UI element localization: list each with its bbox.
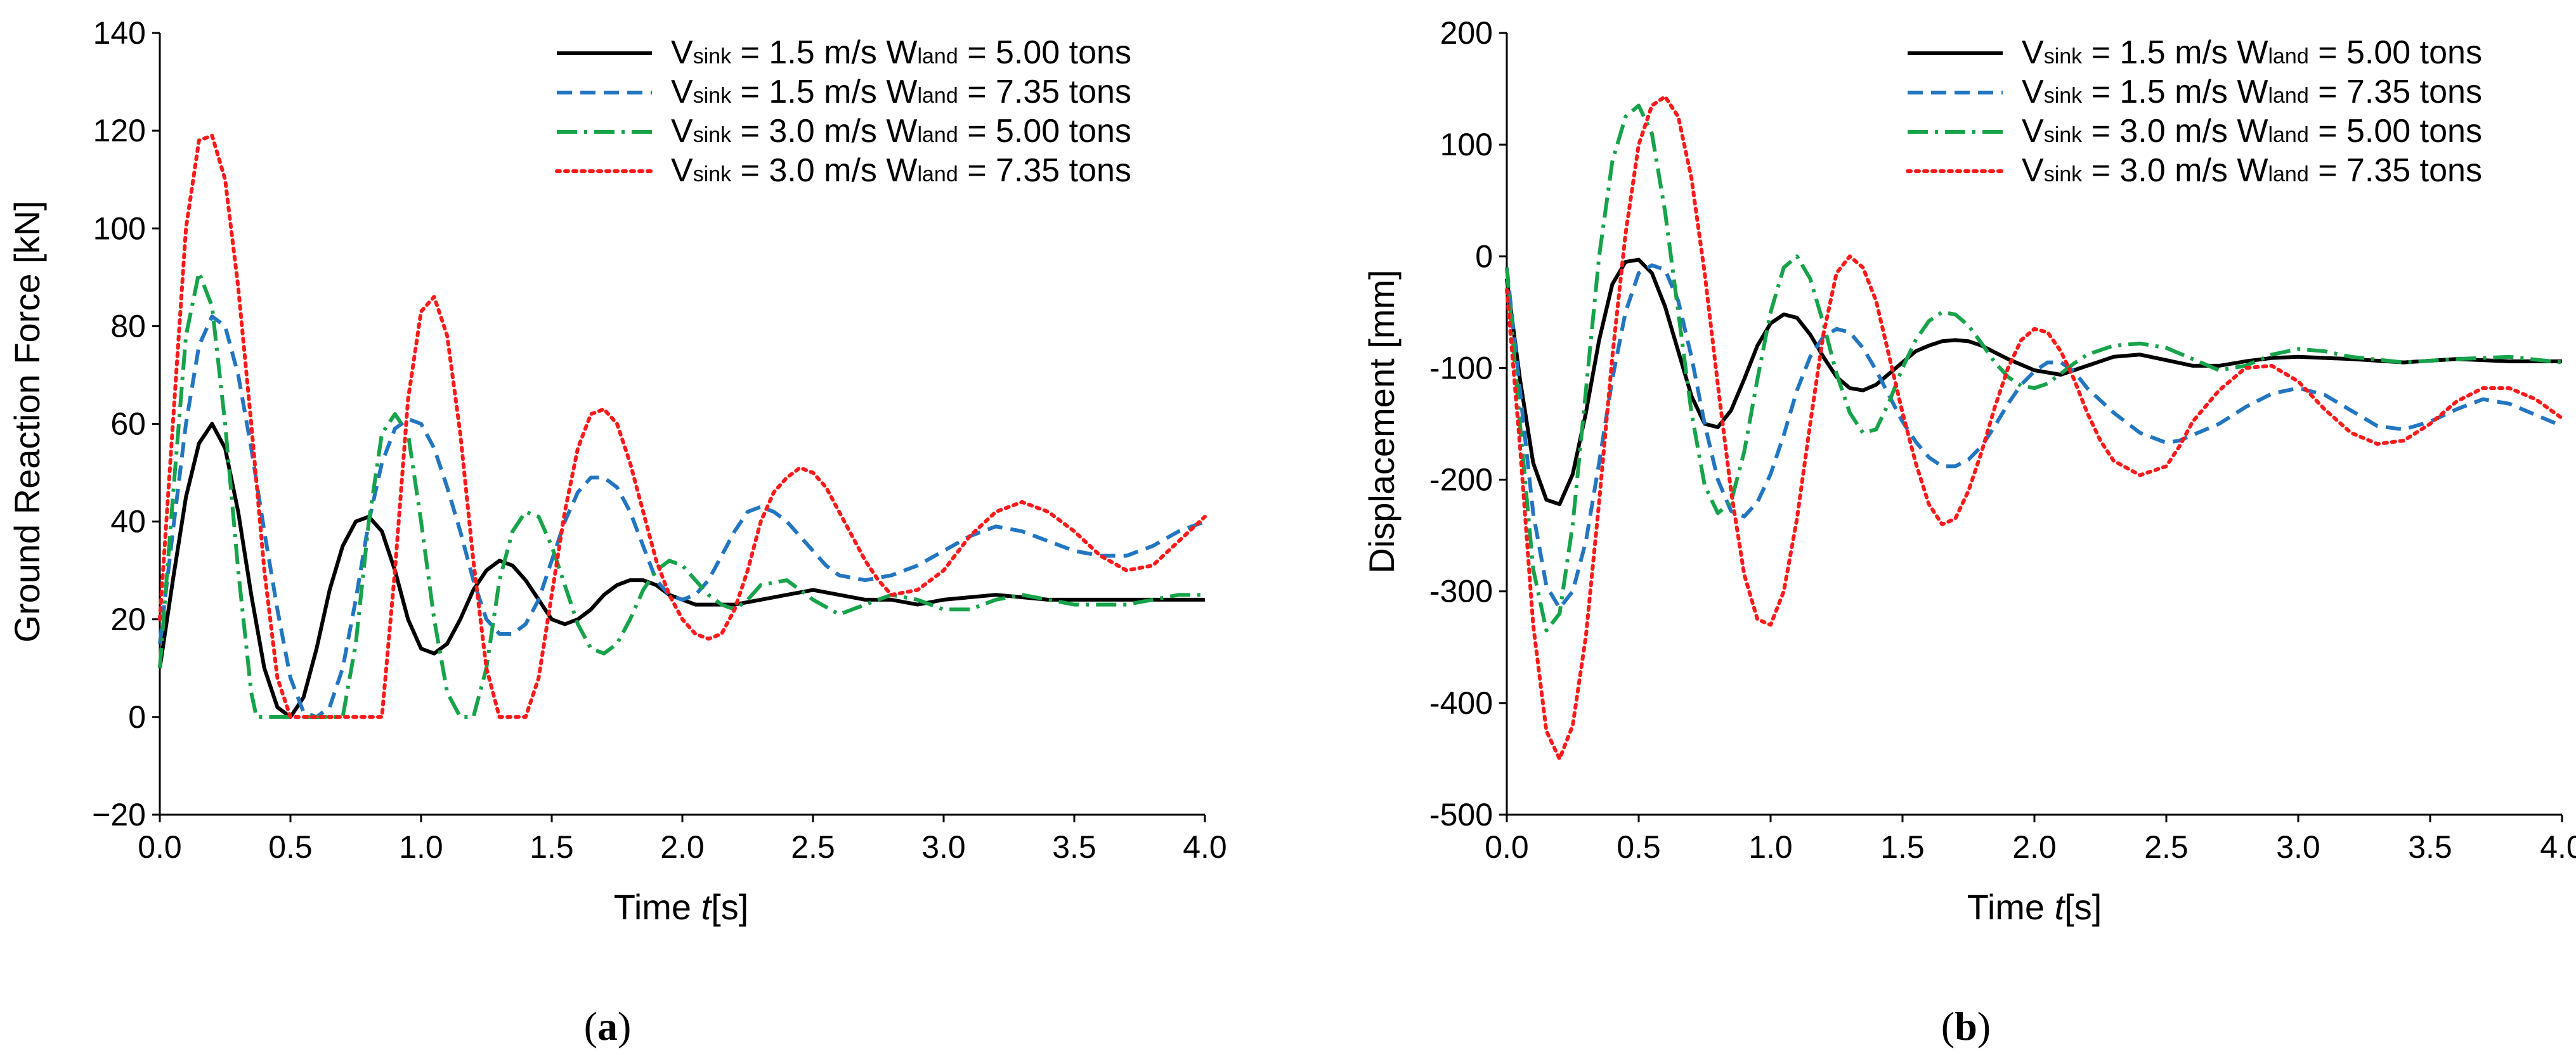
panel-b-ytick-label: 100 bbox=[1440, 127, 1493, 162]
panel-a-legend-label-4: Vsink = 3.0 m/s Wland = 7.35 tons bbox=[671, 152, 1131, 189]
panel-b-ytick-label: 200 bbox=[1440, 15, 1493, 51]
panel-b-xtick-label: 4.0 bbox=[2540, 829, 2576, 865]
panel-a-xtick-label: 2.5 bbox=[791, 829, 835, 865]
panel-b-series-line-3 bbox=[1505, 103, 2563, 633]
panel-b-ytick-label: -500 bbox=[1429, 797, 1493, 832]
panel-a-legend-label-1: Vsink = 1.5 m/s Wland = 5.00 tons bbox=[671, 34, 1131, 71]
panel-b-xtick-label: 2.0 bbox=[2012, 829, 2057, 865]
panel-a-series-line-2 bbox=[158, 314, 1206, 719]
panel-b-series-line-1 bbox=[1505, 257, 2562, 507]
panel-b-xtick-label: 0.0 bbox=[1485, 829, 1529, 865]
panel-a-series-line-1 bbox=[158, 422, 1205, 719]
panel-a-xtick-label: 4.0 bbox=[1183, 829, 1227, 865]
panel-a-series-line-4 bbox=[158, 133, 1207, 719]
panel-a-xtick-label: 1.5 bbox=[530, 829, 574, 865]
panel-a-xtick-label: 2.0 bbox=[660, 829, 705, 865]
panel-b-legend-label-2: Vsink = 1.5 m/s Wland = 7.35 tons bbox=[2022, 74, 2482, 110]
panel-a-legend-label-3: Vsink = 3.0 m/s Wland = 5.00 tons bbox=[671, 113, 1131, 150]
panel-a-xtick-label: 1.0 bbox=[399, 829, 443, 865]
panel-a-xtick-label: 0.5 bbox=[268, 829, 313, 865]
panel-a-ytick-label: 0 bbox=[128, 699, 146, 735]
panel-a-xtick-label: 0.0 bbox=[138, 829, 182, 865]
panel-a-ytick-label: 20 bbox=[110, 602, 146, 637]
panel-b-xtick-label: 1.5 bbox=[1880, 829, 1925, 865]
panel-a-ytick-label: 60 bbox=[110, 406, 146, 442]
panel-b-ytick-label: -200 bbox=[1429, 462, 1493, 498]
panel-b-xtick-label: 3.5 bbox=[2408, 829, 2452, 865]
panel-b-series-line-4 bbox=[1505, 94, 2564, 761]
panel-b-xtick-label: 0.5 bbox=[1617, 829, 1661, 865]
panel-b-xtick-label: 3.0 bbox=[2276, 829, 2320, 865]
panel-b-legend-label-4: Vsink = 3.0 m/s Wland = 7.35 tons bbox=[2022, 152, 2482, 189]
panel-b-series-line-2 bbox=[1505, 263, 2563, 611]
panel-b-xtick-label: 1.0 bbox=[1748, 829, 1793, 865]
panel-a-chart: Ground Reaction Force [kN] −20 0 20 40 60 80 1… bbox=[7, 15, 1227, 1049]
panel-b-label: (b) bbox=[1941, 1004, 1991, 1049]
panel-b-legend-label-1: Vsink = 1.5 m/s Wland = 5.00 tons bbox=[2022, 34, 2482, 71]
panel-a-ytick-label: 120 bbox=[93, 113, 146, 148]
panel-a-ytick-label: 100 bbox=[93, 210, 146, 246]
panel-a-xlabel: Time t[s] bbox=[614, 887, 749, 927]
panel-a-ytick-label: 40 bbox=[110, 504, 146, 540]
panel-b-chart: Displacement [mm] -500 -400 -300 -200 -100 0 1… bbox=[1362, 15, 2576, 1049]
panel-a-ylabel: Ground Reaction Force [kN] bbox=[7, 200, 47, 642]
panel-b-ylabel: Displacement [mm] bbox=[1362, 269, 1402, 573]
panel-b-legend-label-3: Vsink = 3.0 m/s Wland = 5.00 tons bbox=[2022, 113, 2482, 150]
panel-a-ytick-label: 80 bbox=[110, 308, 146, 344]
panel-b-xtick-label: 2.5 bbox=[2144, 829, 2189, 865]
panel-b-xlabel: Time t[s] bbox=[1967, 887, 2102, 927]
panel-a-xtick-label: 3.0 bbox=[921, 829, 966, 865]
panel-b-ytick-label: -100 bbox=[1429, 350, 1493, 385]
panel-b-ytick-label: -400 bbox=[1429, 685, 1493, 721]
panel-a-legend-label-2: Vsink = 1.5 m/s Wland = 7.35 tons bbox=[671, 74, 1131, 110]
panel-a-label: (a) bbox=[584, 1004, 632, 1049]
panel-b-ytick-label: 0 bbox=[1475, 238, 1493, 274]
panel-a-ytick-label: −20 bbox=[92, 797, 146, 832]
panel-b-ytick-label: -300 bbox=[1429, 574, 1493, 609]
panel-a-xtick-label: 3.5 bbox=[1052, 829, 1096, 865]
panel-a-ytick-label: 140 bbox=[93, 15, 146, 51]
